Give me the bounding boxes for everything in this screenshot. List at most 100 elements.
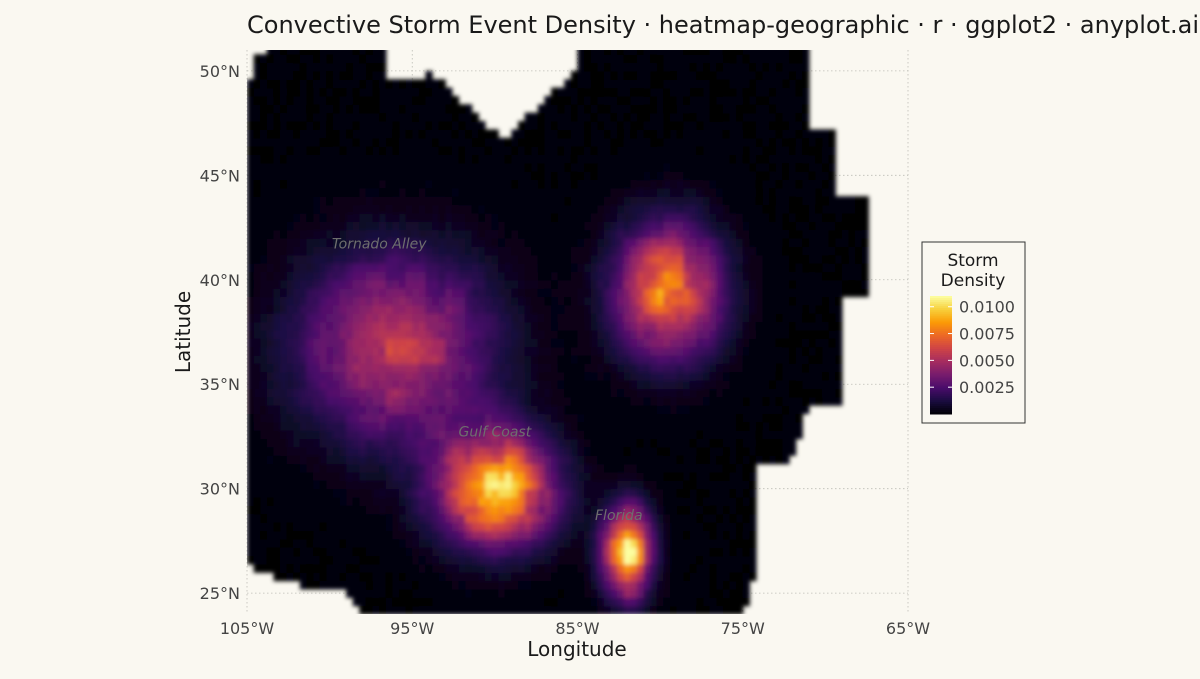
heat-cell	[723, 556, 730, 565]
heat-cell	[419, 597, 426, 606]
heat-cell	[254, 180, 261, 189]
heat-cell	[300, 505, 307, 514]
heat-cell	[584, 606, 591, 615]
heat-cell	[406, 581, 413, 590]
heat-cell	[591, 388, 598, 397]
heat-cell	[624, 497, 631, 506]
heat-cell	[492, 129, 499, 138]
heat-cell	[611, 288, 618, 297]
heat-cell	[703, 355, 710, 364]
heat-cell	[551, 372, 558, 381]
heat-cell	[670, 447, 677, 456]
heat-cell	[723, 589, 730, 598]
heat-cell	[492, 380, 499, 389]
heat-cell	[392, 355, 399, 364]
heat-cell	[611, 46, 618, 55]
heat-cell	[677, 54, 684, 63]
heat-cell	[485, 188, 492, 197]
heat-cell	[340, 255, 347, 264]
heat-cell	[591, 263, 598, 272]
heat-cell	[459, 572, 466, 581]
heat-cell	[544, 422, 551, 431]
heat-cell	[333, 104, 340, 113]
heat-cell	[696, 581, 703, 590]
heat-cell	[287, 138, 294, 147]
heat-cell	[511, 464, 518, 473]
heat-cell	[472, 230, 479, 239]
heat-cell	[260, 163, 267, 172]
heat-cell	[280, 230, 287, 239]
heat-cell	[439, 581, 446, 590]
heat-cell	[696, 313, 703, 322]
heat-cell	[386, 263, 393, 272]
heat-cell	[716, 397, 723, 406]
heat-cell	[306, 288, 313, 297]
heat-cell	[604, 556, 611, 565]
heat-cell	[544, 606, 551, 615]
heat-cell	[267, 388, 274, 397]
heat-cell	[683, 63, 690, 72]
heat-cell	[611, 221, 618, 230]
heat-cell	[498, 163, 505, 172]
heat-cell	[472, 163, 479, 172]
heat-cell	[439, 497, 446, 506]
heat-cell	[723, 472, 730, 481]
heat-cell	[445, 472, 452, 481]
heat-cell	[379, 213, 386, 222]
heat-cell	[492, 455, 499, 464]
heat-cell	[730, 388, 737, 397]
heat-cell	[452, 121, 459, 130]
heat-cell	[637, 88, 644, 97]
heat-cell	[564, 547, 571, 556]
heat-cell	[696, 71, 703, 80]
heat-cell	[313, 405, 320, 414]
heat-cell	[564, 180, 571, 189]
heat-cell	[306, 221, 313, 230]
heat-cell	[637, 288, 644, 297]
heat-cell	[280, 422, 287, 431]
heat-cell	[611, 263, 618, 272]
chart-title: Convective Storm Event Density · heatmap…	[247, 11, 1199, 39]
heat-cell	[730, 213, 737, 222]
heat-cell	[392, 180, 399, 189]
heat-cell	[412, 597, 419, 606]
heat-cell	[591, 238, 598, 247]
heat-cell	[710, 79, 717, 88]
heat-cell	[333, 121, 340, 130]
heat-cell	[326, 530, 333, 539]
heat-cell	[293, 556, 300, 565]
heat-cell	[399, 380, 406, 389]
heat-cell	[677, 263, 684, 272]
heat-cell	[624, 246, 631, 255]
heat-cell	[511, 547, 518, 556]
heat-cell	[650, 163, 657, 172]
heat-cell	[452, 355, 459, 364]
heat-cell	[386, 188, 393, 197]
heat-cell	[677, 154, 684, 163]
heat-cell	[247, 447, 254, 456]
heat-cell	[683, 313, 690, 322]
heat-cell	[710, 205, 717, 214]
heat-cell	[293, 238, 300, 247]
heat-cell	[399, 355, 406, 364]
heat-cell	[300, 455, 307, 464]
heat-cell	[677, 205, 684, 214]
heat-cell	[293, 564, 300, 573]
heat-cell	[412, 213, 419, 222]
heat-cell	[630, 171, 637, 180]
heat-cell	[591, 180, 598, 189]
heat-cell	[683, 480, 690, 489]
heat-cell	[445, 205, 452, 214]
heat-cell	[260, 188, 267, 197]
heat-cell	[584, 480, 591, 489]
heat-cell	[379, 188, 386, 197]
heat-cell	[406, 79, 413, 88]
heat-cell	[531, 564, 538, 573]
heat-cell	[386, 430, 393, 439]
heat-cell	[313, 372, 320, 381]
heat-cell	[432, 355, 439, 364]
heat-cell	[452, 413, 459, 422]
heat-cell	[677, 96, 684, 105]
heat-cell	[710, 497, 717, 506]
heat-cell	[644, 497, 651, 506]
